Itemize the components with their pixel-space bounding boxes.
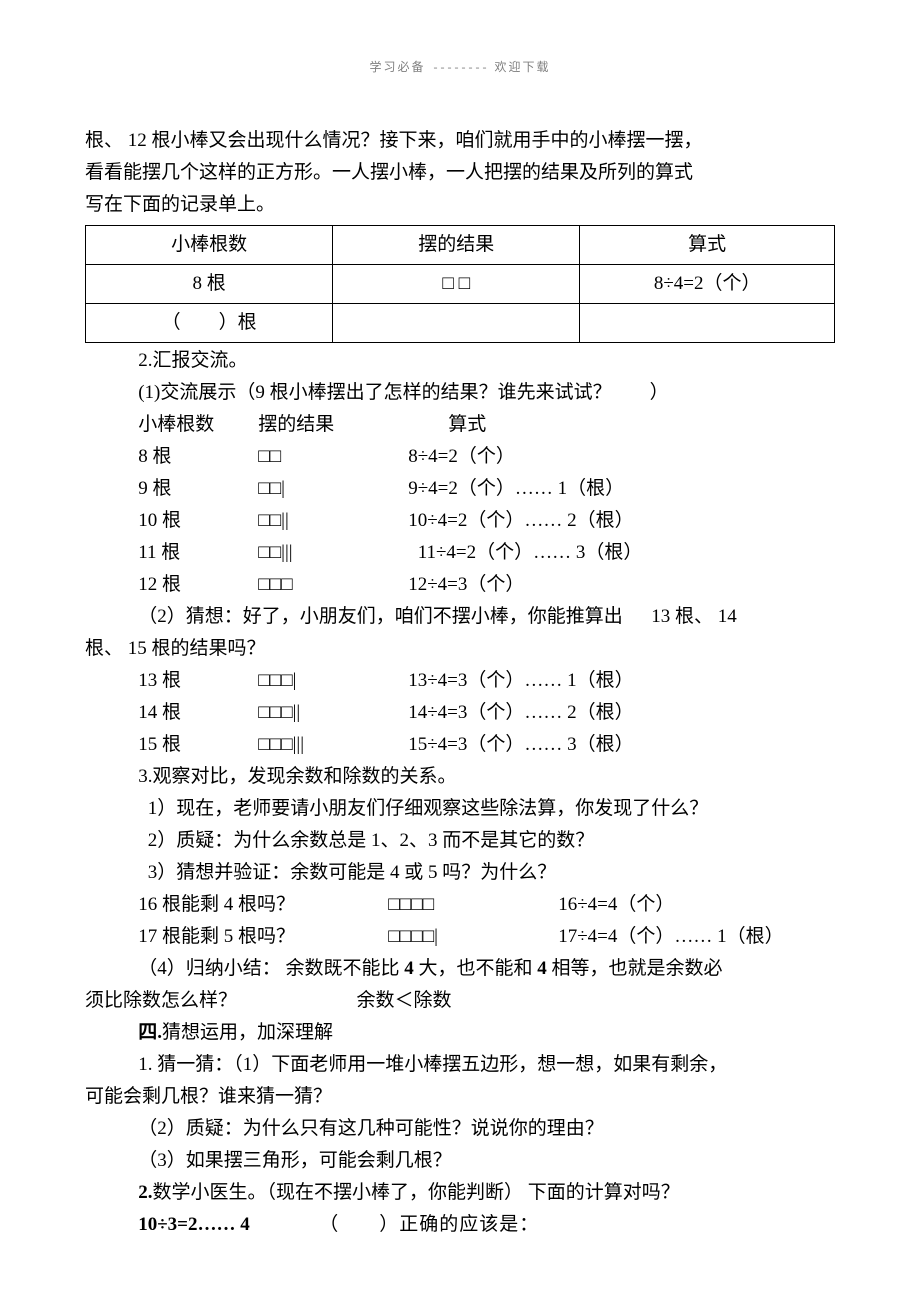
list-item: 17 根能剩 5 根吗？ □□□□| 17÷4=4（个）…… 1（根）	[85, 921, 835, 953]
cell: 16÷4=4（个）	[558, 889, 835, 921]
sec4-p1b: 可能会剩几根？谁来猜一猜？	[85, 1081, 835, 1113]
cell: □□□□|	[388, 921, 558, 953]
cell: 16 根能剩 4 根吗？	[138, 889, 388, 921]
cell: 8 根	[138, 441, 258, 473]
sec2-p2a: （2）猜想：好了，小朋友们，咱们不摆小棒，你能推算出 13 根、 14	[85, 601, 835, 633]
cell: 10÷4=2（个）…… 2（根）	[408, 505, 835, 537]
table-cell: 8÷4=2（个）	[580, 265, 835, 304]
bold-4a: 4	[404, 958, 414, 979]
cell: 11÷4=2（个）…… 3（根）	[408, 537, 835, 569]
header-right: 欢迎下载	[494, 60, 550, 74]
list-item: 16 根能剩 4 根吗？ □□□□ 16÷4=4（个）	[85, 889, 835, 921]
intro-line-2: 看看能摆几个这样的正方形。一人摆小棒，一人把摆的结果及所列的算式	[85, 157, 835, 189]
cell: □□□|||	[258, 729, 408, 761]
list-item: 8 根 □□ 8÷4=2（个）	[85, 441, 835, 473]
table-cell: 8 根	[86, 265, 333, 304]
table-cell: □ □	[333, 265, 580, 304]
sec2-p1: (1)交流展示（9 根小棒摆出了怎样的结果？谁先来试试？ ）	[85, 377, 835, 409]
cell: □□□	[258, 569, 408, 601]
cell: 9÷4=2（个）…… 1（根）	[408, 473, 835, 505]
sec4-title: 四.猜想运用，加深理解	[85, 1017, 835, 1049]
header-dashes: - - - - - - - -	[431, 60, 490, 74]
col-head-b: 摆的结果	[258, 409, 408, 441]
cell: □□||	[258, 505, 408, 537]
record-table: 小棒根数 摆的结果 算式 8 根 □ □ 8÷4=2（个） （ ）根	[85, 225, 835, 343]
document-body: 根、 12 根小棒又会出现什么情况？接下来，咱们就用手中的小棒摆一摆， 看看能摆…	[85, 125, 835, 1241]
cell: 10 根	[138, 505, 258, 537]
cell: □□□|	[258, 665, 408, 697]
sec4-title-text: 猜想运用，加深理解	[162, 1022, 333, 1043]
cell: 9 根	[138, 473, 258, 505]
table-cell	[580, 304, 835, 343]
intro-line-3: 写在下面的记录单上。	[85, 189, 835, 221]
list-item: 9 根 □□| 9÷4=2（个）…… 1（根）	[85, 473, 835, 505]
text: 相等，也就是余数必	[547, 958, 723, 979]
sec3-p4: （4）归纳小结： 余数既不能比 4 大，也不能和 4 相等，也就是余数必	[85, 953, 835, 985]
sec2-p2b: 根、 15 根的结果吗？	[85, 633, 835, 665]
cell: 15÷4=3（个）…… 3（根）	[408, 729, 835, 761]
table-cell: （ ）根	[86, 304, 333, 343]
text: 大，也不能和	[414, 958, 538, 979]
sec3-q2: 2）质疑：为什么余数总是 1、2、3 而不是其它的数？	[85, 825, 835, 857]
col-head-c: 算式	[408, 409, 835, 441]
cell: 12 根	[138, 569, 258, 601]
cell: 14÷4=3（个）…… 2（根）	[408, 697, 835, 729]
bold-4b: 4	[537, 958, 547, 979]
text: （ ）正确的应该是：	[319, 1214, 539, 1235]
table-row: （ ）根	[86, 304, 835, 343]
cell: □□□□	[388, 889, 558, 921]
cell: 8÷4=2（个）	[408, 441, 835, 473]
text: 须比除数怎么样？	[85, 990, 237, 1011]
table-cell	[333, 304, 580, 343]
intro-line-1: 根、 12 根小棒又会出现什么情况？接下来，咱们就用手中的小棒摆一摆，	[85, 125, 835, 157]
list-item: 10 根 □□|| 10÷4=2（个）…… 2（根）	[85, 505, 835, 537]
cell: □□|||	[258, 537, 408, 569]
header-left: 学习必备	[370, 60, 426, 74]
cell: 12÷4=3（个）	[408, 569, 835, 601]
sec3-p5: 须比除数怎么样？ 余数＜除数	[85, 985, 835, 1017]
sec3-q3: 3）猜想并验证：余数可能是 4 或 5 吗？为什么？	[85, 857, 835, 889]
cell: 13÷4=3（个）…… 1（根）	[408, 665, 835, 697]
cell: □□□||	[258, 697, 408, 729]
list-item: 13 根 □□□| 13÷4=3（个）…… 1（根）	[85, 665, 835, 697]
list-item: 11 根 □□||| 11÷4=2（个）…… 3（根）	[85, 537, 835, 569]
cell: □□	[258, 441, 408, 473]
cell: 11 根	[138, 537, 258, 569]
cell: 15 根	[138, 729, 258, 761]
list-item: 14 根 □□□|| 14÷4=3（个）…… 2（根）	[85, 697, 835, 729]
sec4-p3: （3）如果摆三角形，可能会剩几根？	[85, 1145, 835, 1177]
sec4-p4: 2.数学小医生。（现在不摆小棒了，你能判断） 下面的计算对吗？	[85, 1177, 835, 1209]
page-header: 学习必备 - - - - - - - - 欢迎下载	[85, 58, 835, 75]
cell: 13 根	[138, 665, 258, 697]
bold-eq: 10÷3=2…… 4	[138, 1214, 250, 1235]
sec3-q1: 1）现在，老师要请小朋友们仔细观察这些除法算，你发现了什么？	[85, 793, 835, 825]
sec4-p5: 10÷3=2…… 4 （ ）正确的应该是：	[85, 1209, 835, 1241]
list-header: 小棒根数 摆的结果 算式	[85, 409, 835, 441]
sec2-title: 2.汇报交流。	[85, 345, 835, 377]
table-header-1: 小棒根数	[86, 226, 333, 265]
text: （4）归纳小结： 余数既不能比	[138, 958, 404, 979]
list-item: 15 根 □□□||| 15÷4=3（个）…… 3（根）	[85, 729, 835, 761]
sec3-title: 3.观察对比，发现余数和除数的关系。	[85, 761, 835, 793]
bold-2: 2.	[138, 1182, 152, 1203]
table-header-3: 算式	[580, 226, 835, 265]
sec4-num: 四.	[138, 1022, 162, 1043]
sec4-p1a: 1. 猜一猜：（1）下面老师用一堆小棒摆五边形，想一想，如果有剩余，	[85, 1049, 835, 1081]
col-head-a: 小棒根数	[138, 409, 258, 441]
sec4-p2: （2）质疑：为什么只有这几种可能性？说说你的理由？	[85, 1113, 835, 1145]
text: 数学小医生。（现在不摆小棒了，你能判断） 下面的计算对吗？	[152, 1182, 679, 1203]
table-header-2: 摆的结果	[333, 226, 580, 265]
cell: 17÷4=4（个）…… 1（根）	[558, 921, 835, 953]
list-item: 12 根 □□□ 12÷4=3（个）	[85, 569, 835, 601]
page: 学习必备 - - - - - - - - 欢迎下载 根、 12 根小棒又会出现什…	[0, 0, 920, 1303]
cell: 14 根	[138, 697, 258, 729]
text: 余数＜除数	[357, 990, 452, 1011]
table-row: 小棒根数 摆的结果 算式	[86, 226, 835, 265]
table-row: 8 根 □ □ 8÷4=2（个）	[86, 265, 835, 304]
cell: □□|	[258, 473, 408, 505]
cell: 17 根能剩 5 根吗？	[138, 921, 388, 953]
